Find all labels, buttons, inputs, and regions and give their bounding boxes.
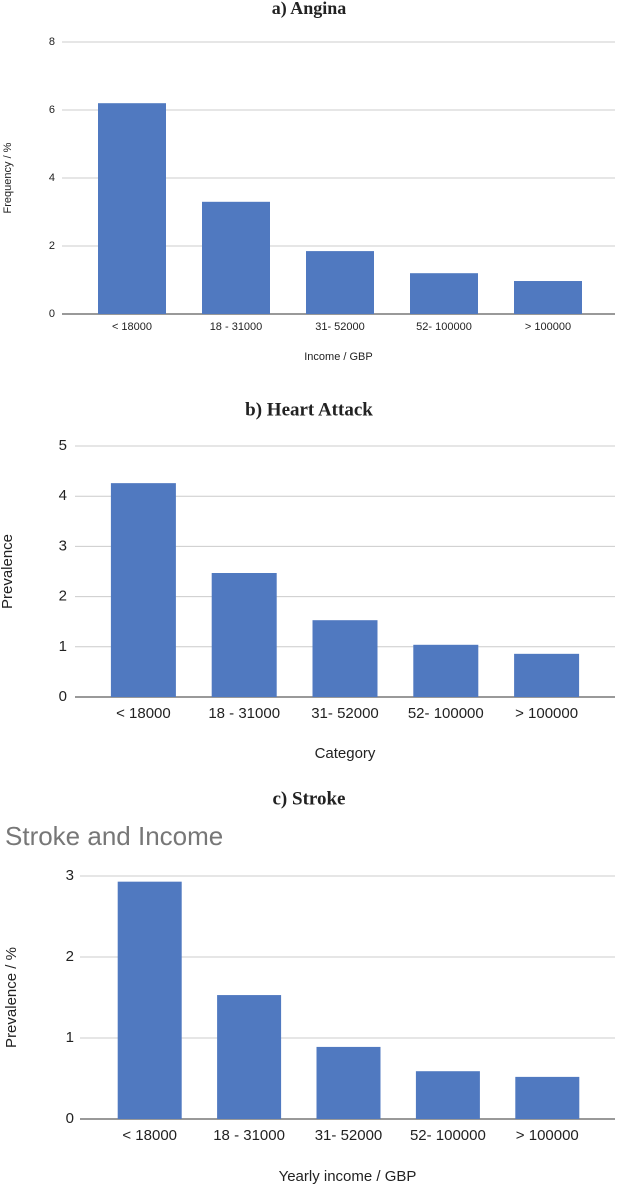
bar bbox=[312, 620, 378, 697]
x-tick-label: < 18000 bbox=[112, 321, 152, 333]
x-tick-label: 52- 100000 bbox=[416, 321, 472, 333]
chart-heading: a) Angina bbox=[272, 0, 347, 19]
bar bbox=[217, 995, 282, 1119]
x-tick-label: 31- 52000 bbox=[315, 1127, 383, 1144]
x-axis-title: Yearly income / GBP bbox=[279, 1168, 417, 1185]
y-tick-label: 3 bbox=[66, 867, 74, 884]
y-tick-label: 0 bbox=[59, 688, 67, 705]
bar bbox=[211, 573, 277, 697]
x-axis-title: Income / GBP bbox=[304, 351, 372, 363]
y-tick-label: 1 bbox=[66, 1029, 74, 1046]
x-tick-label: > 100000 bbox=[516, 1127, 579, 1144]
chart-heading: c) Stroke bbox=[273, 788, 346, 809]
x-tick-label: 18 - 31000 bbox=[213, 1127, 285, 1144]
y-tick-label: 0 bbox=[49, 308, 55, 320]
y-axis-title: Frequency / % bbox=[2, 142, 14, 213]
y-tick-label: 6 bbox=[49, 104, 55, 116]
y-tick-label: 4 bbox=[59, 487, 67, 504]
y-tick-label: 1 bbox=[59, 638, 67, 655]
bar bbox=[98, 103, 166, 314]
chart-title: Stroke and Income bbox=[5, 821, 223, 851]
bar bbox=[415, 1071, 480, 1119]
y-axis-title: Prevalence bbox=[0, 534, 16, 609]
y-tick-label: 2 bbox=[59, 588, 67, 605]
x-tick-label: 18 - 31000 bbox=[208, 705, 280, 722]
x-tick-label: 52- 100000 bbox=[408, 705, 484, 722]
x-axis-title: Category bbox=[315, 745, 376, 762]
x-tick-label: 52- 100000 bbox=[410, 1127, 486, 1144]
y-tick-label: 2 bbox=[66, 948, 74, 965]
chart-heading: b) Heart Attack bbox=[245, 399, 373, 420]
y-tick-label: 5 bbox=[59, 437, 67, 454]
x-tick-label: < 18000 bbox=[116, 705, 171, 722]
x-tick-label: 18 - 31000 bbox=[210, 321, 263, 333]
y-tick-label: 0 bbox=[66, 1110, 74, 1127]
x-tick-label: > 100000 bbox=[515, 705, 578, 722]
bar bbox=[410, 273, 478, 314]
y-tick-label: 3 bbox=[59, 537, 67, 554]
bar bbox=[515, 1076, 580, 1119]
bar bbox=[202, 201, 270, 314]
bar bbox=[514, 653, 580, 697]
y-tick-label: 4 bbox=[49, 172, 55, 184]
bar bbox=[117, 881, 182, 1119]
x-tick-label: 31- 52000 bbox=[315, 321, 365, 333]
y-tick-label: 8 bbox=[49, 36, 55, 48]
x-tick-label: > 100000 bbox=[525, 321, 571, 333]
bar bbox=[110, 483, 176, 697]
bar bbox=[306, 251, 374, 314]
x-tick-label: < 18000 bbox=[122, 1127, 177, 1144]
bar bbox=[413, 644, 479, 697]
bar bbox=[316, 1046, 381, 1119]
y-tick-label: 2 bbox=[49, 240, 55, 252]
y-axis-title: Prevalence / % bbox=[3, 947, 20, 1048]
bar bbox=[514, 281, 582, 314]
x-tick-label: 31- 52000 bbox=[311, 705, 379, 722]
